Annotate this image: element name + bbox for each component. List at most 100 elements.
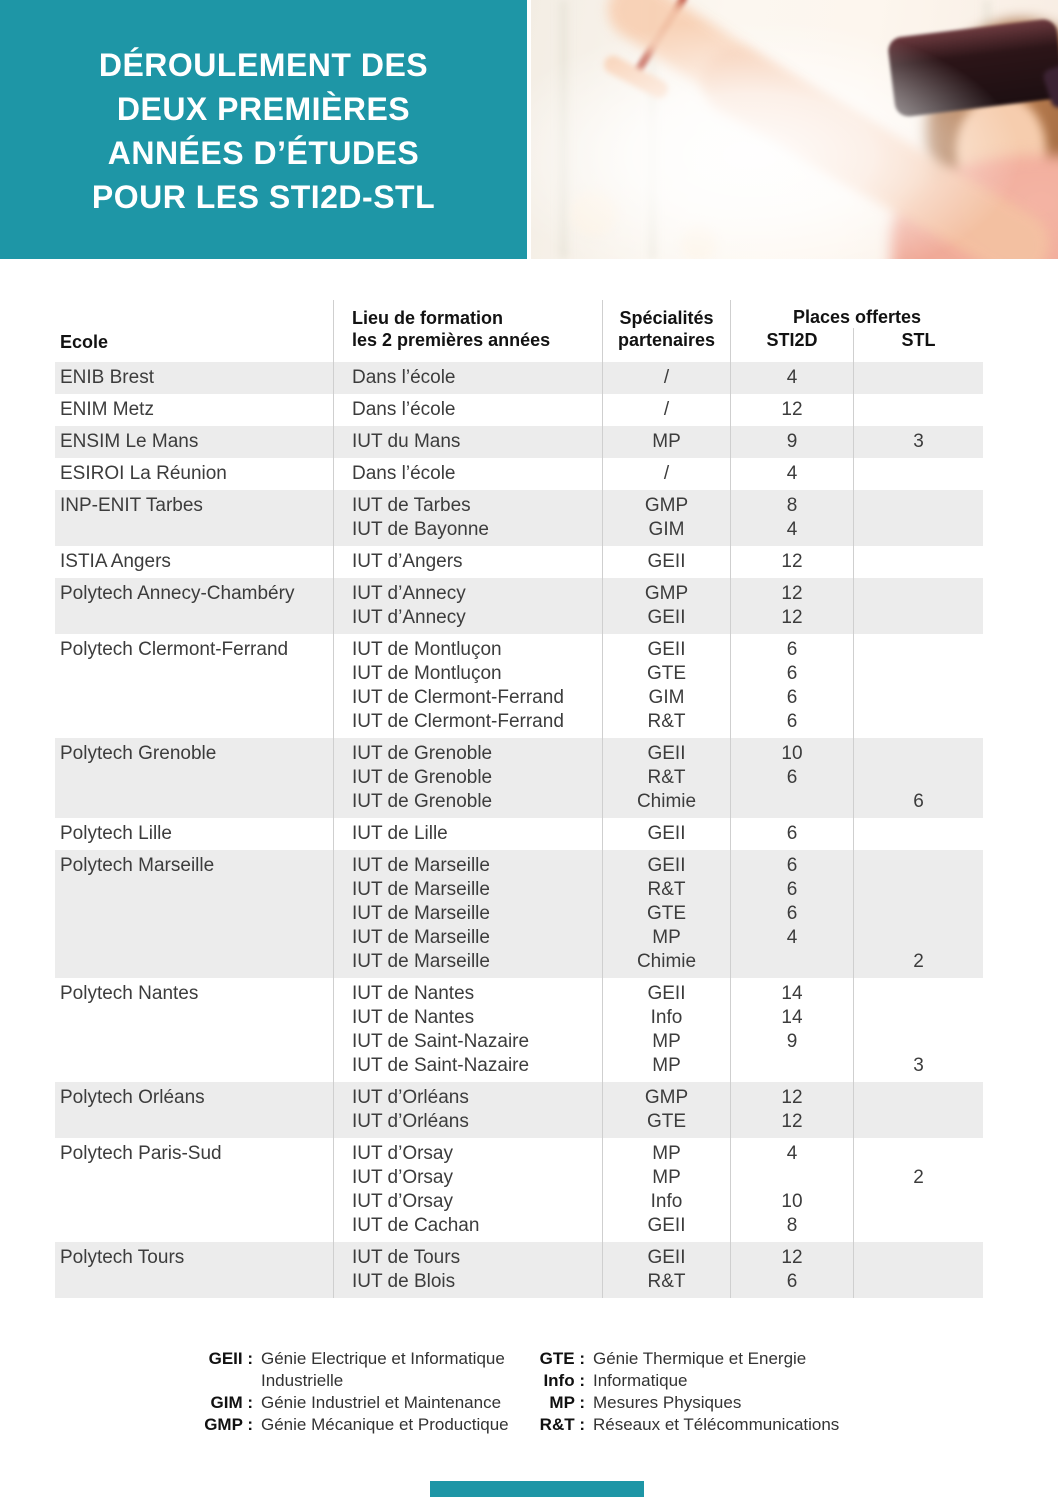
cell-line: GEII	[647, 551, 686, 572]
cell-line	[854, 878, 983, 902]
cell-line	[854, 662, 983, 686]
cell-line: Chimie	[636, 791, 697, 812]
cell-line: MP	[652, 431, 681, 452]
cell-places-sti2d: 6 6 6 6	[730, 634, 853, 738]
cell-line: 6	[913, 791, 924, 812]
cell-line: IUT de Clermont-Ferrand	[352, 687, 564, 708]
cell-line	[854, 766, 983, 790]
cell-specialite: GEII GTE GIM R&T	[602, 634, 730, 738]
header-places: Places offertes	[792, 307, 922, 327]
cell-line: GTE	[646, 903, 687, 924]
cell-line: Chimie	[636, 951, 697, 972]
cell-line: GMP	[644, 583, 689, 604]
cell-line	[854, 1270, 983, 1294]
ecole-label: ENIM Metz	[60, 399, 154, 420]
cell-line	[854, 606, 983, 630]
legend-term: MP :	[549, 1393, 585, 1412]
cell-line	[854, 462, 983, 486]
cell-ecole: ISTIA Angers	[55, 546, 333, 578]
cell-line: IUT de Montluçon	[352, 663, 502, 684]
cell-line: 6	[786, 687, 798, 708]
ecole-label: ISTIA Angers	[60, 551, 171, 572]
cell-places-sti2d: 6 6 6 4	[730, 850, 853, 978]
cell-line: MP	[652, 927, 681, 948]
cell-line: IUT de Tarbes	[352, 495, 471, 516]
cell-line: R&T	[647, 1271, 686, 1292]
cell-specialite: GEII R&T	[602, 1242, 730, 1298]
cell-lieu: IUT de Nantes IUT de Nantes IUT de Saint-N…	[333, 978, 602, 1082]
ecole-label: ENSIM Le Mans	[60, 431, 199, 452]
cell-line: R&T	[647, 711, 686, 732]
cell-specialite: /	[602, 362, 730, 394]
cell-line: 2	[913, 951, 924, 972]
cell-places-sti2d: 6	[730, 818, 853, 850]
cell-places-sti2d: 12	[730, 546, 853, 578]
legend-definition: Réseaux et Télécommunications	[593, 1415, 840, 1434]
cell-line: IUT de Marseille	[352, 951, 490, 972]
cell-line: GEII	[647, 639, 686, 660]
cell-lieu: IUT de Lille	[333, 818, 602, 850]
legend-definition: Génie Mécanique et Productique	[261, 1415, 509, 1434]
cell-specialite: GEII	[602, 818, 730, 850]
cell-line	[854, 398, 983, 422]
cell-ecole: Polytech Orléans	[55, 1082, 333, 1138]
cell-places-stl: 3	[853, 978, 983, 1082]
cell-line	[854, 822, 983, 846]
cell-line: Info	[650, 1191, 683, 1212]
cell-line: GTE	[646, 663, 687, 684]
cell-line: 14	[781, 1007, 803, 1028]
header-stl: STL	[853, 328, 983, 362]
cell-line: IUT de Marseille	[352, 927, 490, 948]
cell-line: IUT de Tours	[352, 1247, 461, 1268]
legend-entry: Info : Informatique	[497, 1370, 927, 1392]
cell-line: 6	[786, 711, 798, 732]
table-row: Polytech Grenoble IUT de Grenoble IUT de G…	[55, 738, 983, 818]
cell-places-stl	[853, 634, 983, 738]
cell-line: IUT de Lille	[352, 823, 448, 844]
cell-line: IUT d’Orléans	[352, 1087, 469, 1108]
cell-line: 12	[781, 583, 803, 604]
cell-line: IUT de Clermont-Ferrand	[352, 711, 564, 732]
cell-line: 4	[786, 519, 798, 540]
cell-line	[854, 366, 983, 390]
cell-ecole: Polytech Nantes	[55, 978, 333, 1082]
cell-line: IUT de Nantes	[352, 1007, 475, 1028]
cell-ecole: ENIB Brest	[55, 362, 333, 394]
legend-entry: GIM : Génie Industriel et Maintenance	[150, 1392, 520, 1414]
page-title: DÉROULEMENT DES DEUX PREMIÈRES ANNÉES D’…	[91, 46, 436, 215]
cell-places-stl	[853, 490, 983, 546]
cell-line: 6	[786, 823, 798, 844]
ecole-label: Polytech Marseille	[60, 855, 215, 876]
legend-entry: R&T : Réseaux et Télécommunications	[497, 1414, 927, 1436]
cell-places-stl: 2	[853, 850, 983, 978]
cell-specialite: GEII Info MP MP	[602, 978, 730, 1082]
cell-lieu: IUT d’Orléans IUT d’Orléans	[333, 1082, 602, 1138]
table-row: Polytech Clermont-Ferrand IUT de Montluço…	[55, 634, 983, 738]
header-specialites: Spécialités partenaires	[602, 300, 730, 362]
cell-places-stl	[853, 578, 983, 634]
cell-line: GIM	[648, 687, 685, 708]
cell-places-stl: 3	[853, 426, 983, 458]
table-row: Polytech Paris-Sud IUT d’Orsay IUT d’Orsay…	[55, 1138, 983, 1242]
cell-line: IUT de Grenoble	[352, 743, 493, 764]
cell-line: GEII	[647, 855, 686, 876]
cell-lieu: IUT de Tours IUT de Blois	[333, 1242, 602, 1298]
cell-line: 3	[913, 431, 924, 452]
cell-line	[854, 710, 983, 734]
cell-line	[854, 550, 983, 574]
cell-lieu: IUT de Montluçon IUT de Montluçon IUT de C…	[333, 634, 602, 738]
cell-ecole: ENIM Metz	[55, 394, 333, 426]
table-row: Polytech Marseille IUT de Marseille IUT de…	[55, 850, 983, 978]
ecole-label: Polytech Lille	[60, 823, 172, 844]
cell-places-stl	[853, 1082, 983, 1138]
cell-specialite: MP MP Info GEII	[602, 1138, 730, 1242]
cell-line	[854, 1246, 983, 1270]
cell-line: 12	[781, 551, 803, 572]
cell-places-sti2d: 12 12	[730, 578, 853, 634]
cell-line: GEII	[647, 983, 686, 1004]
table-row: Polytech Lille IUT de Lille GEII 6	[55, 818, 983, 850]
ecole-label: ENIB Brest	[60, 367, 154, 388]
cell-ecole: Polytech Grenoble	[55, 738, 333, 818]
